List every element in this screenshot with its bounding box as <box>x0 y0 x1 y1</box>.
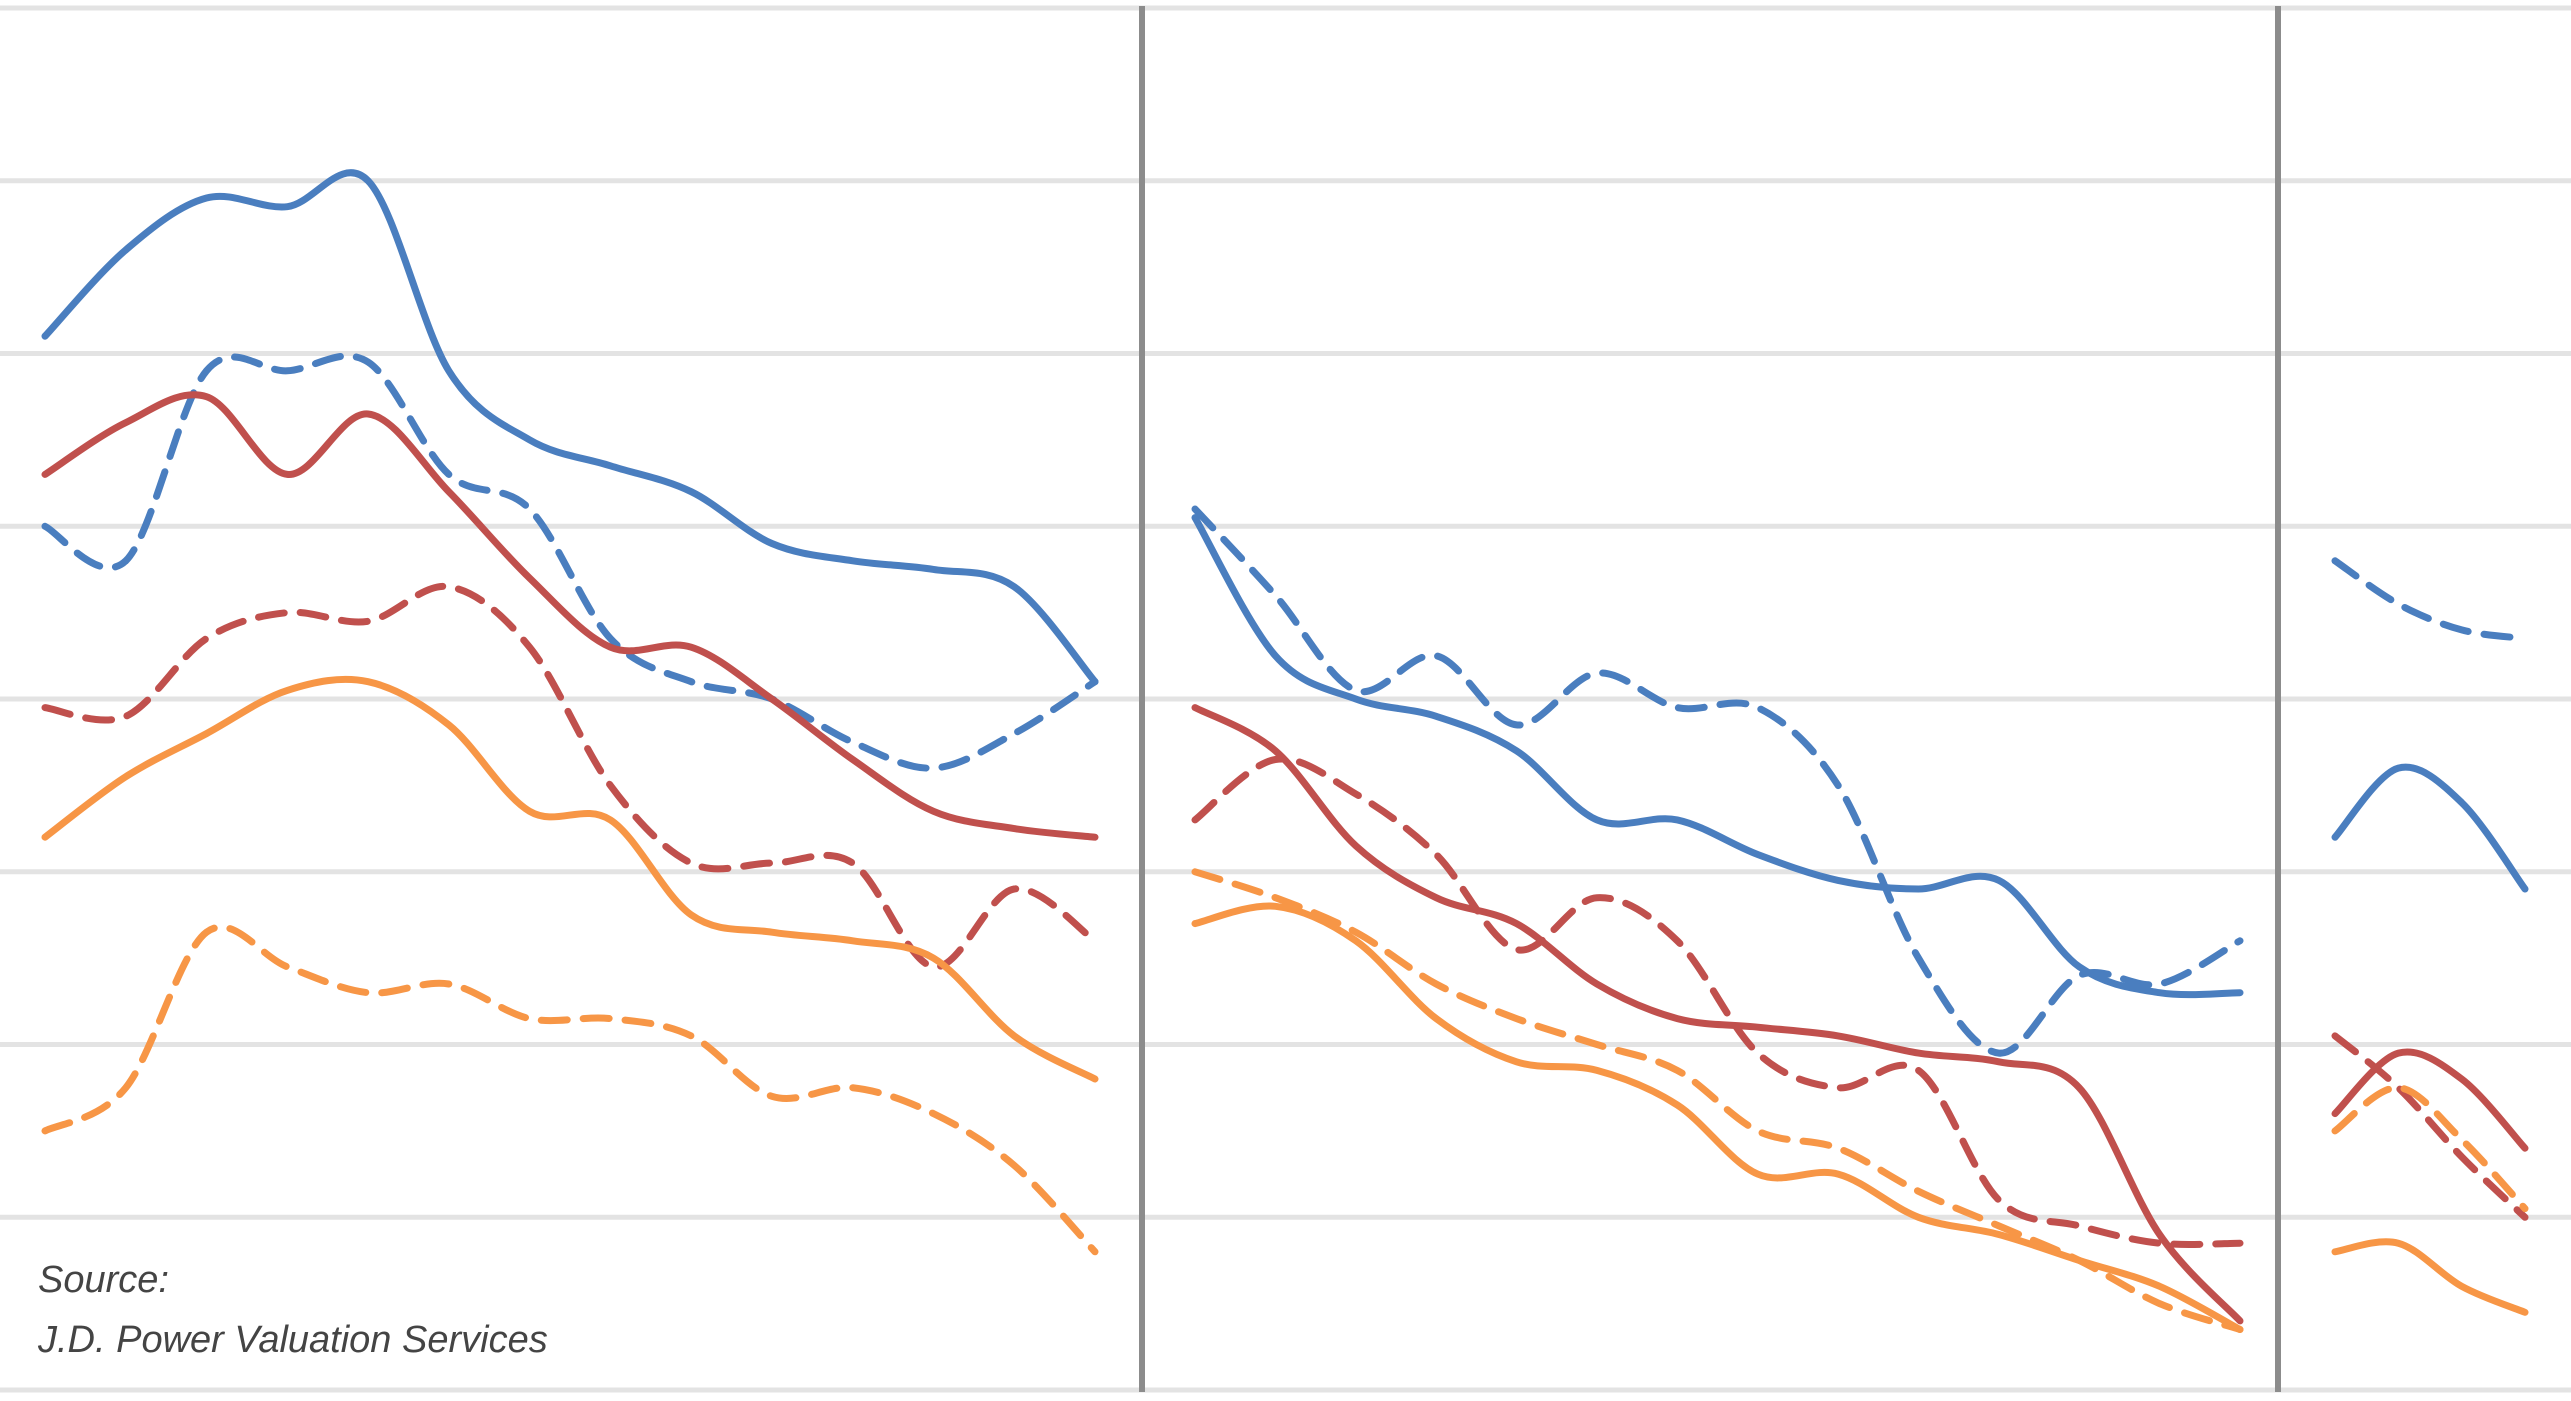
series-line-solid <box>1191 704 2244 1325</box>
source-label: Source: <box>38 1259 169 1301</box>
plot-area <box>41 169 2529 1333</box>
series-line-solid <box>2331 1048 2529 1152</box>
source-attribution: J.D. Power Valuation Services <box>37 1319 548 1361</box>
series-line-dashed <box>41 583 1099 971</box>
series-line-dashed <box>1191 868 2244 1333</box>
panel-1 <box>41 169 1099 1256</box>
panel-3 <box>2331 557 2529 1316</box>
panel-dividers <box>1139 6 2281 1392</box>
series-line-solid <box>2331 763 2529 893</box>
series-line-dashed <box>41 923 1099 1256</box>
gridlines <box>0 5 2571 1393</box>
series-line-dashed <box>2331 1084 2529 1213</box>
series-line-solid <box>41 675 1099 1083</box>
series-line-solid <box>41 169 1099 686</box>
series-line-solid <box>2331 1238 2529 1316</box>
series-line-dashed <box>2331 1032 2529 1221</box>
series-line-dashed <box>41 352 1099 772</box>
series-line-solid <box>1191 514 2244 999</box>
series-line-solid <box>41 391 1099 841</box>
series-line-dashed <box>1191 505 2244 1057</box>
series-line-dashed <box>1191 755 2244 1248</box>
panel-2 <box>1191 505 2244 1333</box>
series-line-dashed <box>2331 557 2529 642</box>
